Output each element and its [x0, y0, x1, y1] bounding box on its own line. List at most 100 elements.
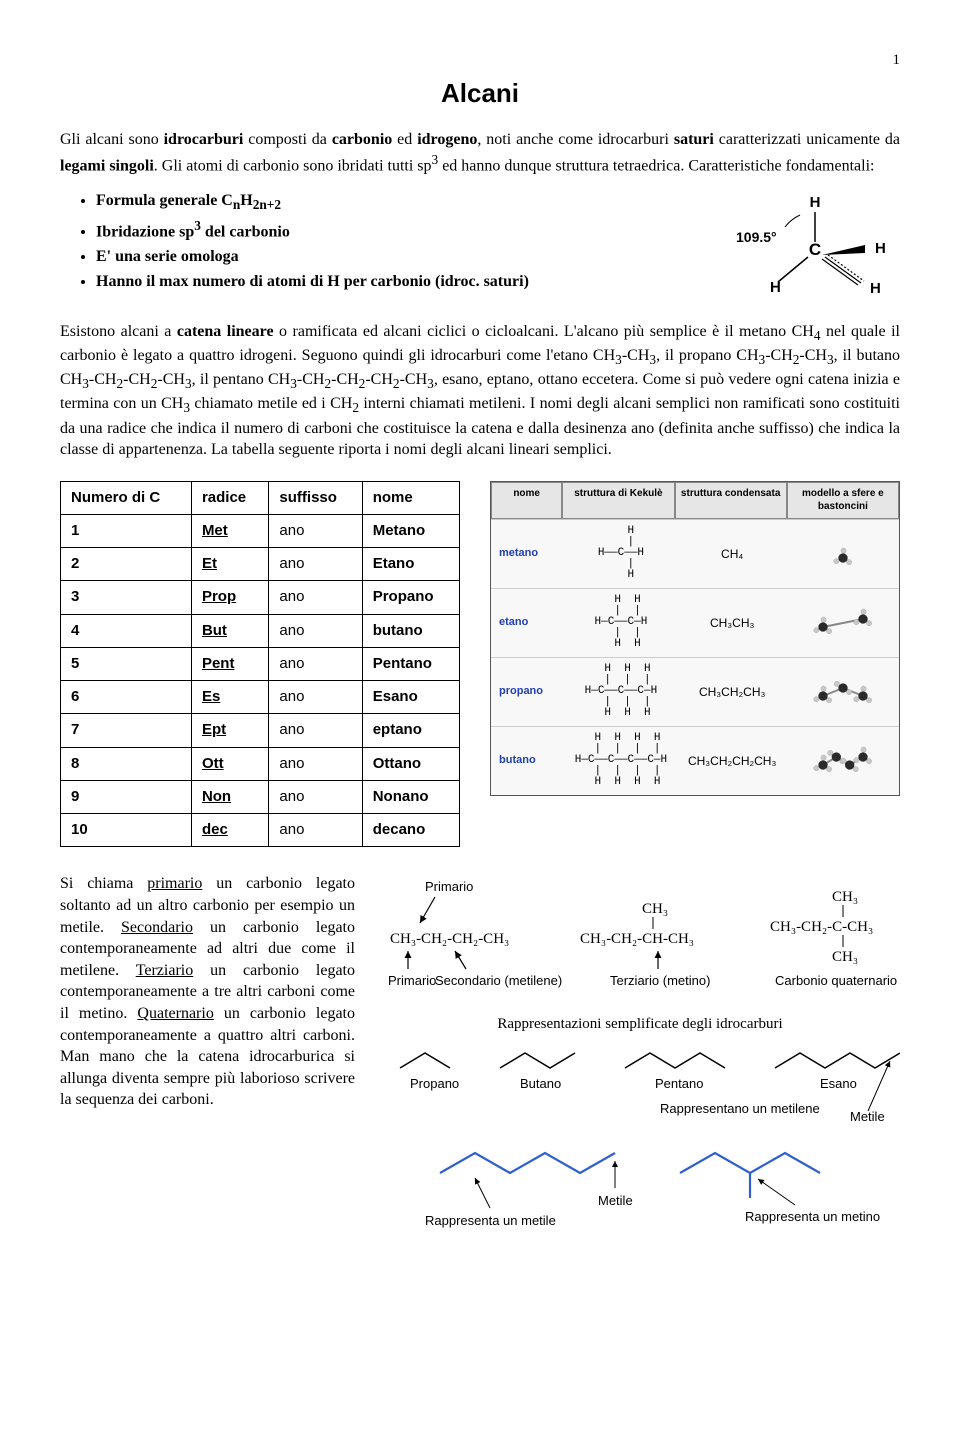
table-row: 8OttanoOttano	[61, 747, 460, 780]
svg-text:H: H	[770, 279, 781, 296]
table-cell: ano	[269, 647, 362, 680]
alkanes-names-table: Numero di C radice suffisso nome 1Metano…	[60, 481, 460, 848]
struct-header: modello a sfere e bastoncini	[787, 482, 899, 519]
svg-text:Primario: Primario	[388, 973, 436, 988]
table-cell: Metano	[362, 514, 459, 547]
svg-text:109.5°: 109.5°	[736, 229, 777, 245]
bullet-item: Ibridazione sp3 del carbonio	[96, 217, 700, 243]
svg-text:CH₃-CH₂-C-CH₃: CH₃-CH₂-C-CH₃	[770, 919, 873, 935]
table-cell: 9	[61, 780, 192, 813]
struct-header: nome	[491, 482, 562, 519]
table-cell: Pentano	[362, 647, 459, 680]
svg-text:H: H	[875, 240, 886, 257]
methane-tetrahedral-figure: H 109.5° C H H H	[730, 187, 900, 307]
table-cell: Ott	[191, 747, 268, 780]
table-row: 4Butanobutano	[61, 614, 460, 647]
table-cell: Ottano	[362, 747, 459, 780]
struct-condensed: CH₃CH₂CH₂CH₃	[677, 749, 788, 773]
struct-name: metano	[491, 542, 565, 565]
table-row: 9NonanoNonano	[61, 780, 460, 813]
bullet-item: E' una serie omologa	[96, 246, 700, 268]
page-title: Alcani	[60, 76, 900, 111]
table-cell: Non	[191, 780, 268, 813]
svg-text:CH₃: CH₃	[832, 949, 858, 965]
svg-text:Rappresenta un metile: Rappresenta un metile	[425, 1213, 556, 1228]
table-cell: 5	[61, 647, 192, 680]
struct-header: struttura di Kekulè	[562, 482, 674, 519]
body-paragraph-2: Esistono alcani a catena lineare o ramif…	[60, 321, 900, 461]
table-row: 1MetanoMetano	[61, 514, 460, 547]
table-cell: But	[191, 614, 268, 647]
svg-text:CH₃-CH₂-CH-CH₃: CH₃-CH₂-CH-CH₃	[580, 931, 694, 947]
table-cell: ano	[269, 814, 362, 847]
svg-text:Primario: Primario	[425, 879, 473, 894]
table-cell: Met	[191, 514, 268, 547]
page-number: 1	[60, 50, 900, 70]
struct-kekule: H H H H | | | | H—C——C——C——C—H | | | | H…	[565, 729, 676, 792]
table-cell: ano	[269, 780, 362, 813]
characteristics-list: Formula generale CnH2n+2 Ibridazione sp3…	[60, 187, 700, 295]
table-cell: Pent	[191, 647, 268, 680]
table-cell: ano	[269, 614, 362, 647]
carbon-classification-paragraph: Si chiama primario un carbonio legato so…	[60, 873, 355, 1111]
struct-condensed: CH₃CH₂CH₃	[677, 680, 788, 704]
svg-text:CH₃-CH₂-CH₂-CH₃: CH₃-CH₂-CH₂-CH₃	[390, 931, 509, 947]
structures-panel: nome struttura di Kekulè struttura conde…	[490, 481, 900, 796]
struct-condensed: CH₄	[677, 542, 788, 566]
table-cell: ano	[269, 681, 362, 714]
table-cell: Etano	[362, 548, 459, 581]
table-cell: 6	[61, 681, 192, 714]
svg-text:Secondario (metilene): Secondario (metilene)	[435, 973, 562, 988]
table-cell: 4	[61, 614, 192, 647]
table-cell: Ept	[191, 714, 268, 747]
table-row: 5PentanoPentano	[61, 647, 460, 680]
struct-condensed: CH₃CH₃	[677, 611, 788, 635]
table-cell: Prop	[191, 581, 268, 614]
svg-text:Rappresentazioni semplificate: Rappresentazioni semplificate degli idro…	[497, 1016, 782, 1032]
table-cell: 3	[61, 581, 192, 614]
struct-name: propano	[491, 680, 565, 703]
table-cell: 7	[61, 714, 192, 747]
struct-row: metano H | H——C——H | HCH₄	[491, 519, 899, 588]
table-cell: butano	[362, 614, 459, 647]
svg-text:Pentano: Pentano	[655, 1076, 703, 1091]
table-cell: ano	[269, 747, 362, 780]
table-cell: Es	[191, 681, 268, 714]
table-cell: 8	[61, 747, 192, 780]
table-header: radice	[191, 481, 268, 514]
bullet-item: Formula generale CnH2n+2	[96, 190, 700, 214]
svg-text:Rappresentano un metilene: Rappresentano un metilene	[660, 1101, 820, 1116]
table-cell: Et	[191, 548, 268, 581]
svg-text:Rappresenta un metino: Rappresenta un metino	[745, 1209, 880, 1224]
struct-row: butano H H H H | | | | H—C——C——C——C—H | …	[491, 726, 899, 795]
svg-text:CH₃: CH₃	[642, 901, 668, 917]
table-row: 2EtanoEtano	[61, 548, 460, 581]
struct-header: struttura condensata	[675, 482, 787, 519]
carbon-classification-figure: Primario CH₃-CH₂-CH₂-CH₃ Primario Second…	[380, 873, 900, 1233]
struct-row: propano H H H | | | H—C——C——C—H | | | H …	[491, 657, 899, 726]
svg-text:Butano: Butano	[520, 1076, 561, 1091]
bullet-item: Hanno il max numero di atomi di H per ca…	[96, 271, 700, 293]
struct-name: etano	[491, 611, 565, 634]
svg-text:H: H	[870, 280, 881, 297]
struct-kekule: H | H——C——H | H	[565, 522, 676, 585]
svg-text:Metile: Metile	[850, 1109, 885, 1124]
table-row: 3PropanoPropano	[61, 581, 460, 614]
struct-model	[788, 663, 899, 721]
table-header: Numero di C	[61, 481, 192, 514]
table-cell: ano	[269, 548, 362, 581]
table-row: 7Eptanoeptano	[61, 714, 460, 747]
table-cell: Propano	[362, 581, 459, 614]
table-cell: ano	[269, 514, 362, 547]
table-cell: ano	[269, 581, 362, 614]
svg-text:H: H	[810, 194, 821, 211]
svg-text:Carbonio quaternario: Carbonio quaternario	[775, 973, 897, 988]
struct-model	[788, 732, 899, 790]
table-cell: Nonano	[362, 780, 459, 813]
table-cell: ano	[269, 714, 362, 747]
svg-text:CH₃: CH₃	[832, 889, 858, 905]
svg-text:Metile: Metile	[598, 1193, 633, 1208]
table-row: 10decanodecano	[61, 814, 460, 847]
intro-paragraph: Gli alcani sono idrocarburi composti da …	[60, 129, 900, 177]
svg-text:Esano: Esano	[820, 1076, 857, 1091]
